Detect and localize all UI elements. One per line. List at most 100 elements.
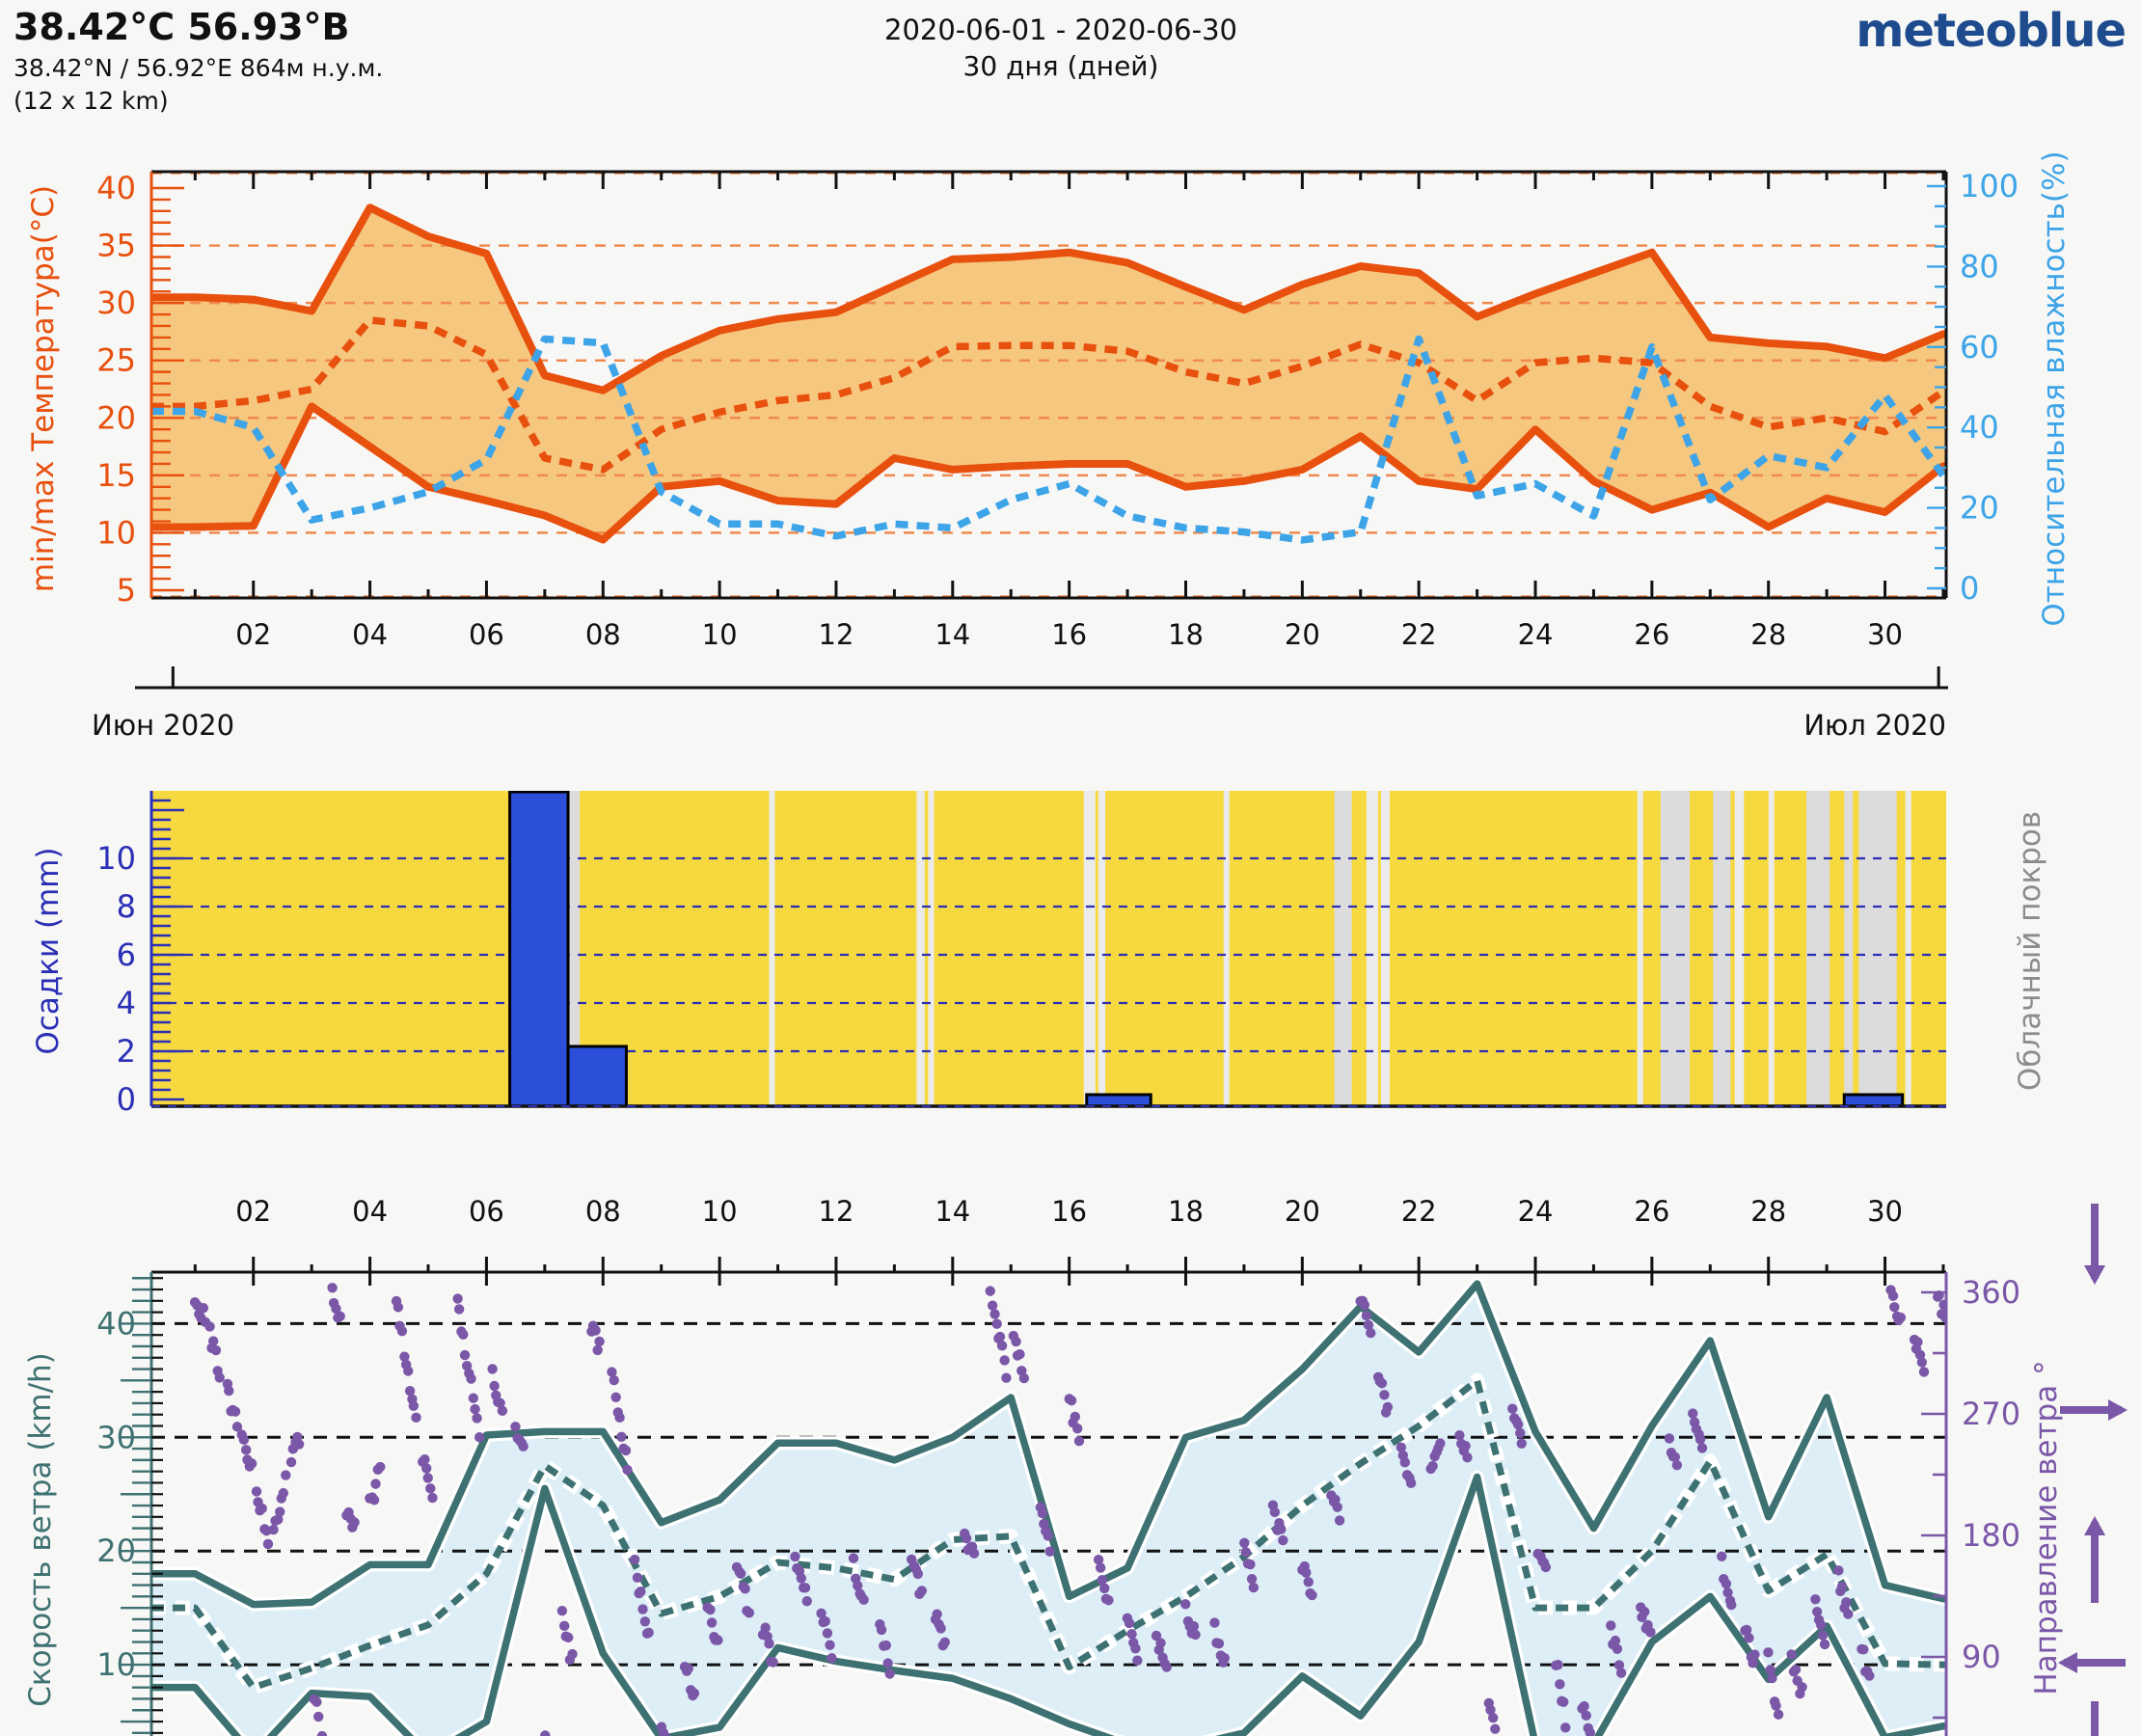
wind-direction-dot [518,1441,528,1451]
wind-direction-dot [1070,1411,1080,1423]
wind-direction-dot [1671,1459,1683,1471]
wind-chart: 0102030400901802703600204060810121416182… [96,1195,2127,1736]
tick-label: 90 [1962,1639,2001,1675]
wind-direction-dot [1126,1628,1137,1640]
wind-direction-dot [1124,1617,1135,1629]
tick-label: 270 [1962,1396,2020,1432]
tick-label: 60 [1960,329,1999,366]
wind-direction-dot [399,1351,410,1362]
tick-label: 12 [819,1195,854,1228]
cloud-stripe [1223,791,1230,1106]
wind-direction-dot [592,1344,603,1356]
wind-direction-dot [1073,1435,1085,1447]
wind-direction-dot [1332,1502,1342,1512]
wind-direction-dot [643,1627,654,1639]
cloud-stripe [1366,791,1378,1106]
wind-direction-dot [610,1392,621,1402]
wind-direction-dot [1887,1290,1899,1301]
wind-direction-dot [796,1573,807,1584]
wind-direction-dot [1810,1594,1821,1605]
temp-range-fill [151,207,1946,540]
wind-direction-dot [1334,1515,1345,1526]
tick-label: 08 [585,618,621,651]
wind-direction-dot [313,1711,324,1722]
wind-direction-dot [853,1581,863,1591]
wind-range-fill [151,1284,1946,1736]
wind-direction-dot [470,1403,480,1415]
wind-direction-dot [1130,1643,1141,1654]
wind-direction-dot [1180,1599,1191,1610]
wind-direction-dot [858,1594,869,1605]
wind-direction-dot [510,1422,521,1432]
wind-direction-dot [262,1538,274,1550]
wind-direction-dot [1097,1575,1108,1586]
precip-frame [149,791,1946,1108]
tick-label: 180 [1962,1517,2020,1554]
wind-direction-dot [987,1300,998,1311]
wind-direction-dot [393,1302,404,1313]
cloud-stripe [769,791,775,1106]
wind-direction-dot [208,1336,219,1346]
wind-direction-dot [1952,1560,1962,1570]
wind-direction-dot [404,1385,416,1397]
wind-direction-dot [411,1412,421,1424]
wind-direction-dot [1836,1581,1848,1592]
wind-direction-dot [1155,1638,1166,1648]
wind-direction-dot [246,1458,257,1469]
tick-label: 2 [117,1033,136,1070]
wind-direction-dot [1615,1668,1627,1678]
tick-label: 16 [1051,1195,1087,1228]
wind-direction-dot [370,1478,381,1489]
wind-axis-labels: 0102030400901802703600204060810121416182… [96,1195,2020,1683]
precip-gridlines [151,856,1946,1053]
wind-direction-dot [1379,1390,1390,1400]
wind-direction-dot [558,1620,570,1632]
tick-label: 24 [1518,1195,1554,1228]
temp-mean-line [151,316,1946,474]
wind-direction-dot [985,1286,995,1296]
cloud-stripe [1734,791,1745,1106]
grid-resolution: (12 x 12 km) [14,87,169,115]
tick-label: Июл 2020 [1803,709,1946,742]
tick-label: 10 [96,1646,136,1683]
wind-direction-dot [989,1309,1000,1319]
wind-direction-dot [487,1364,498,1374]
location-title: 38.42°C 56.93°В [14,6,350,48]
tick-label: 20 [96,399,136,436]
tick-label: 4 [117,985,136,1021]
temp-frame [149,170,1948,600]
tick-label: 08 [585,1195,621,1228]
wind-direction-dot [968,1548,980,1559]
wind-direction-dot [607,1367,617,1377]
wind-direction-dot [1717,1551,1727,1561]
wind-direction-dot [1278,1534,1288,1546]
wind-direction-dot [1427,1460,1438,1472]
tick-label: 04 [352,618,388,651]
wind-direction-dot [876,1624,887,1636]
precip-bars [508,791,1905,1106]
wind-direction-dot [1696,1443,1708,1453]
wind-direction-dot [1612,1643,1623,1655]
wind-direction-dot [1072,1423,1083,1434]
wind-direction-dot [1816,1619,1827,1631]
precip-axis-labels: 0 2 4 6 8 10 [96,840,136,1118]
wind-direction-dot [567,1648,578,1660]
wind-direction-dot [1972,1691,1982,1700]
wind-direction-dot [616,1431,627,1442]
wind-direction-dot [820,1615,830,1627]
wind-direction-dot [740,1584,750,1594]
tick-label: 06 [469,618,504,651]
wind-direction-dot [275,1506,285,1517]
tick-label: 14 [935,1195,970,1228]
wind-direction-dot [636,1586,646,1597]
wind-direction-dot [198,1302,209,1314]
wind-direction-dot [1359,1299,1370,1311]
wind-direction-dot [273,1514,284,1525]
cloud-stripe [1083,791,1096,1106]
wind-direction-dot [994,1331,1006,1343]
wind-direction-dot [420,1463,432,1474]
tick-label: 18 [1168,618,1204,651]
wind-direction-dot [1969,1675,1979,1685]
wind-direction-dot [760,1622,771,1633]
tick-label: 26 [1634,618,1669,651]
